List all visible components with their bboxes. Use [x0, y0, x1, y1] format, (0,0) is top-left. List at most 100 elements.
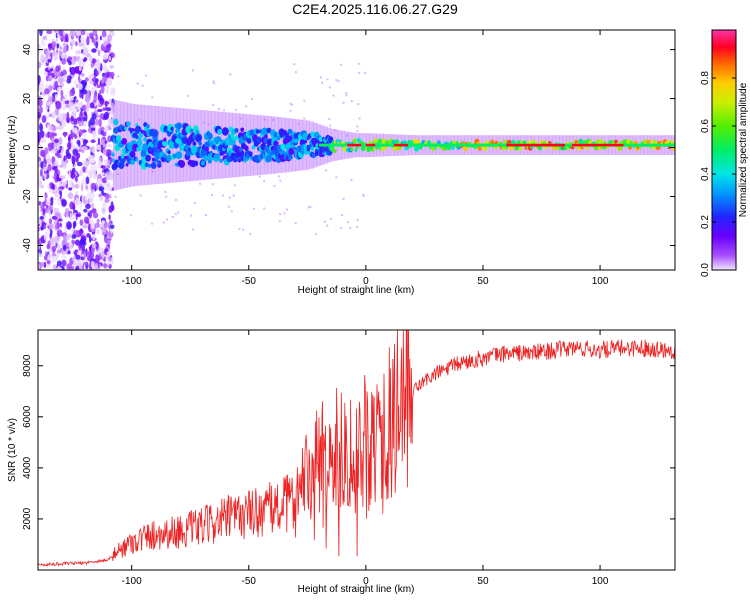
spectrogram-y-tick-label: 20: [22, 93, 33, 105]
noise-cell: [78, 120, 82, 127]
noise-cell: [48, 85, 53, 92]
noise-cell: [54, 235, 60, 244]
signal-blob: [255, 129, 260, 134]
noise-cell: [278, 141, 280, 144]
noise-cell: [71, 155, 77, 163]
noise-cell: [85, 203, 91, 210]
noise-cell: [162, 221, 165, 224]
noise-cell: [86, 233, 91, 238]
noise-cell: [92, 233, 96, 241]
noise-cell: [67, 56, 73, 61]
colorbar-tick-label: 0.2: [700, 215, 711, 229]
noise-cell: [62, 42, 67, 47]
noise-cell: [358, 72, 361, 74]
noise-cell: [90, 62, 94, 69]
noise-cell: [44, 34, 48, 41]
noise-cell: [45, 133, 49, 138]
noise-cell: [96, 228, 100, 235]
noise-cell: [110, 102, 115, 111]
noise-cell: [92, 212, 99, 219]
noise-cell: [290, 103, 293, 106]
noise-cell: [62, 161, 67, 167]
noise-cell: [51, 111, 56, 119]
noise-cell: [330, 217, 333, 220]
noise-cell: [71, 234, 77, 240]
noise-cell: [38, 156, 42, 162]
noise-cell: [58, 112, 63, 122]
noise-cell: [72, 202, 76, 211]
noise-cell: [69, 67, 72, 73]
signal-blob: [136, 139, 143, 147]
noise-cell: [69, 66, 76, 76]
noise-cell: [335, 79, 338, 82]
noise-cell: [56, 193, 61, 199]
noise-cell: [92, 171, 97, 180]
noise-cell: [91, 127, 96, 131]
noise-cell: [107, 104, 110, 108]
noise-cell: [98, 118, 102, 128]
signal-blob: [130, 159, 136, 165]
noise-cell: [166, 218, 168, 221]
noise-cell: [78, 169, 84, 176]
noise-cell: [272, 118, 274, 121]
noise-cell: [61, 259, 67, 267]
noise-cell: [263, 207, 266, 210]
noise-cell: [100, 165, 106, 169]
noise-cell: [65, 212, 69, 218]
signal-blob: [414, 145, 419, 152]
noise-cell: [38, 201, 42, 206]
noise-cell: [53, 197, 57, 201]
noise-cell: [49, 236, 56, 245]
noise-cell: [230, 210, 233, 213]
noise-cell: [204, 214, 207, 216]
noise-cell: [84, 77, 89, 82]
signal-blob: [670, 140, 674, 145]
signal-blob: [189, 128, 194, 133]
noise-cell: [57, 218, 63, 222]
signal-blob: [150, 162, 157, 169]
noise-cell: [68, 137, 71, 142]
noise-cell: [39, 53, 45, 62]
noise-cell: [108, 55, 111, 61]
noise-cell: [52, 41, 57, 48]
signal-blob: [145, 154, 152, 162]
noise-cell: [81, 180, 85, 185]
snr-frame: [37, 329, 676, 571]
noise-cell: [212, 80, 215, 83]
noise-cell: [101, 46, 107, 51]
signal-blob: [167, 150, 171, 155]
noise-cell: [279, 213, 282, 215]
noise-cell: [51, 138, 56, 144]
noise-cell: [54, 94, 58, 99]
noise-cell: [245, 105, 248, 108]
noise-cell: [39, 216, 45, 220]
noise-cell: [58, 125, 64, 130]
signal-blob: [198, 141, 202, 146]
noise-cell: [332, 94, 335, 97]
noise-cell: [227, 205, 230, 208]
noise-cell: [249, 232, 252, 235]
noise-cell: [45, 51, 49, 59]
noise-cell: [79, 200, 82, 210]
snr-x-tick-label: 100: [592, 576, 609, 587]
signal-blob: [205, 147, 209, 152]
noise-cell: [73, 80, 78, 86]
noise-cell: [66, 78, 72, 84]
noise-cell: [97, 92, 100, 99]
noise-cell: [47, 163, 52, 172]
noise-cell: [73, 145, 76, 149]
noise-cell: [40, 184, 44, 189]
noise-cell: [253, 207, 255, 210]
signal-blob: [289, 155, 293, 159]
snr-x-tick-label: -50: [242, 576, 257, 587]
colorbar-ticks: 0.0 0.2 0.4 0.6 0.8: [700, 71, 736, 277]
noise-cell: [63, 155, 66, 163]
noise-cell: [70, 45, 73, 50]
noise-cell: [54, 80, 59, 90]
colorbar-tick-label: 0.6: [700, 119, 711, 133]
noise-cell: [62, 244, 67, 251]
noise-cell: [321, 81, 324, 84]
noise-cell: [80, 235, 87, 243]
noise-cell: [278, 220, 281, 223]
signal-blob: [175, 151, 183, 160]
